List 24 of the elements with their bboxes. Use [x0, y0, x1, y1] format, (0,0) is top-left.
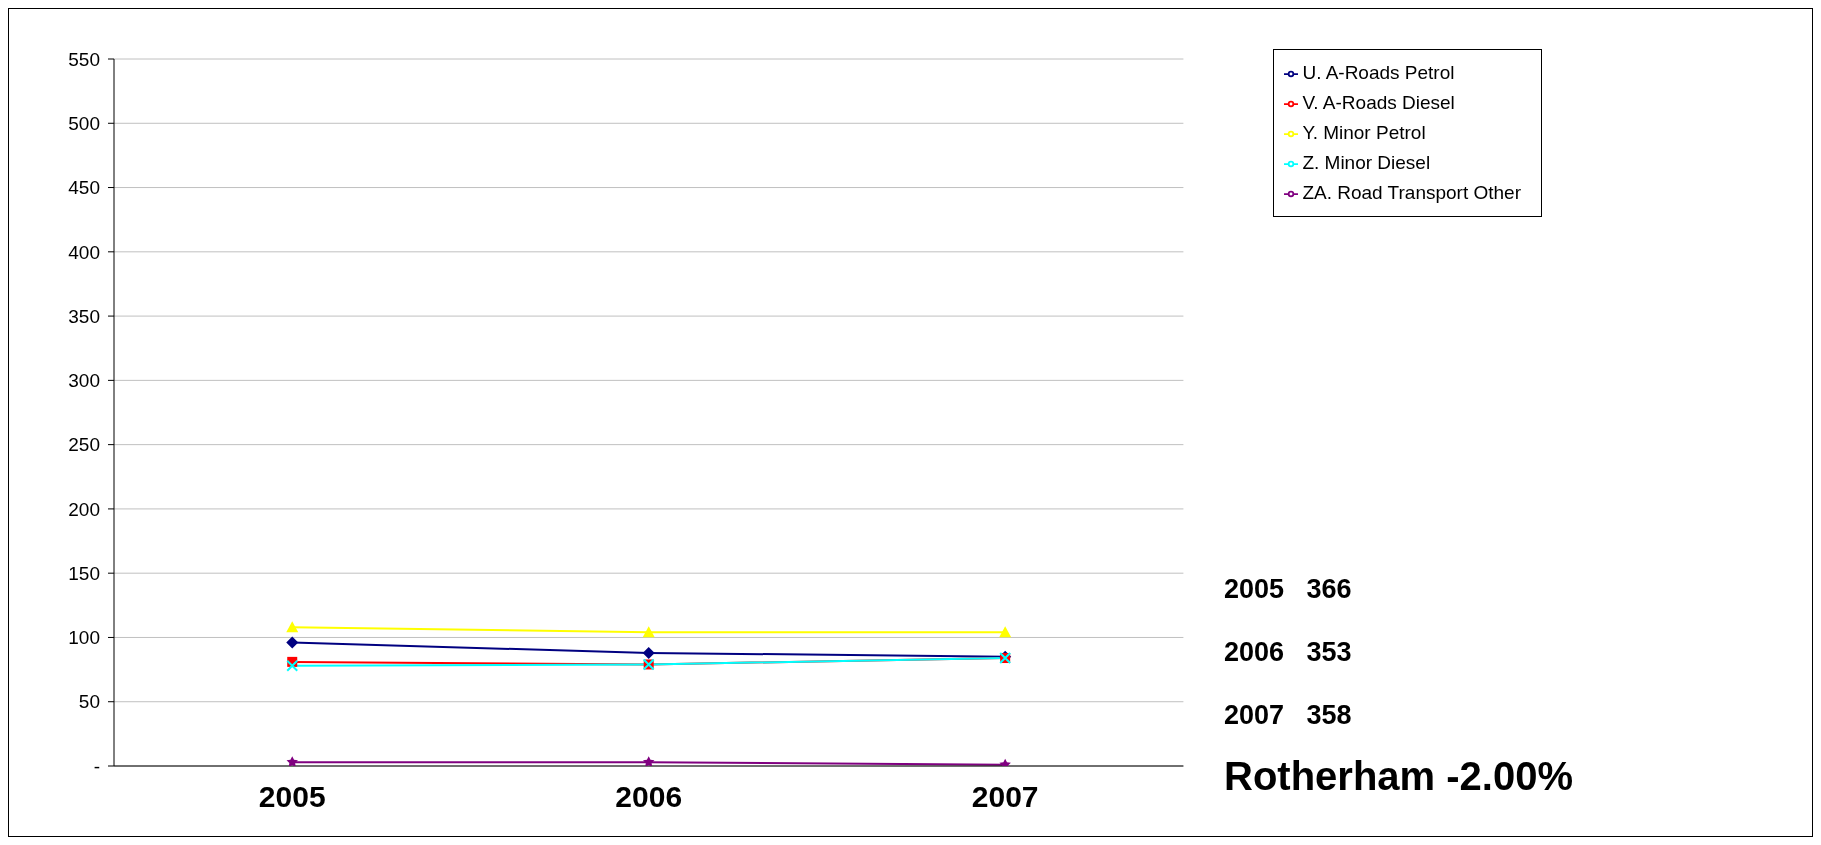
y-tick-label: 500 [68, 113, 100, 135]
legend-label: Y. Minor Petrol [1302, 122, 1426, 143]
legend-label: Z. Minor Diesel [1302, 152, 1431, 173]
y-tick-label: 250 [68, 434, 100, 456]
y-tick-label: 100 [68, 627, 100, 649]
x-tick-label: 2006 [615, 780, 683, 814]
y-tick-label: 400 [68, 241, 100, 263]
text: 2006 353 [1224, 637, 1352, 668]
y-tick-label: 300 [68, 370, 100, 392]
text: Rotherham -2.00% [1224, 754, 1573, 799]
x-tick-label: 2005 [258, 780, 326, 814]
y-tick-label: 450 [68, 177, 100, 199]
legend-label: V. A-Roads Diesel [1302, 92, 1455, 113]
legend-label: ZA. Road Transport Other [1302, 182, 1521, 203]
y-tick-label: - [93, 755, 100, 777]
y-tick-label: 150 [68, 562, 100, 584]
y-tick-label: 200 [68, 498, 100, 520]
y-tick-label: 550 [68, 48, 100, 70]
text: 2007 358 [1224, 700, 1352, 731]
y-tick-label: 350 [68, 305, 100, 327]
y-tick-label: 50 [78, 691, 100, 713]
legend-label: U. A-Roads Petrol [1302, 62, 1455, 83]
x-tick-label: 2007 [971, 780, 1039, 814]
text: 2005 366 [1224, 574, 1352, 605]
